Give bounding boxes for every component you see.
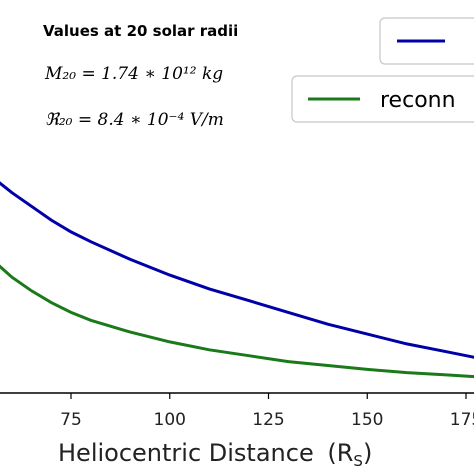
x-tick-label-125: 125 — [252, 410, 284, 430]
legend-box-2 — [291, 75, 474, 123]
series-line-1 — [0, 181, 474, 359]
annotation-field: ℜ₂₀ = 8.4 ∗ 10⁻⁴ V/m — [45, 110, 224, 130]
series-layer — [0, 181, 474, 379]
x-ticks: 75 100 125 150 175 — [60, 393, 474, 430]
legend: reconn — [291, 17, 474, 123]
legend-label-2: reconn — [380, 88, 456, 113]
x-tick-label-100: 100 — [154, 410, 186, 430]
x-tick-label-75: 75 — [60, 410, 82, 430]
series-line-2 — [0, 264, 474, 379]
x-tick-label-175: 175 — [450, 410, 474, 430]
annotation-mass: M₂₀ = 1.74 ∗ 10¹² kg — [44, 64, 223, 84]
x-axis-label: Heliocentric Distance (RS) — [58, 439, 372, 470]
annotation-title: Values at 20 solar radii — [43, 22, 238, 40]
x-tick-label-150: 150 — [351, 410, 383, 430]
